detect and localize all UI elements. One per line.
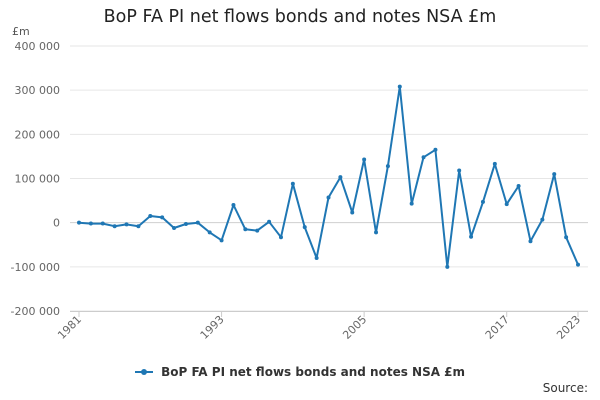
x-tick-label: 2005: [340, 313, 369, 342]
data-point: [195, 220, 200, 225]
data-point: [350, 210, 355, 215]
data-point: [160, 215, 165, 220]
data-point: [469, 234, 474, 239]
data-point: [231, 203, 236, 207]
data-point: [148, 214, 153, 219]
x-tick-label: 2017: [483, 313, 512, 342]
y-tick-label: 400 000: [15, 40, 61, 53]
data-point: [267, 219, 272, 224]
data-point: [326, 195, 331, 200]
y-tick-label: 200 000: [15, 128, 61, 141]
data-point: [207, 230, 212, 235]
source-label: Source:: [542, 381, 588, 395]
chart-title: BoP FA PI net flows bonds and notes NSA …: [103, 7, 497, 27]
legend-swatch: [134, 368, 153, 375]
data-point: [183, 221, 188, 226]
data-point: [516, 184, 521, 189]
data-point: [564, 235, 569, 240]
y-tick-label: 100 000: [15, 173, 61, 186]
data-point: [243, 227, 248, 232]
y-tick-label: -100 000: [11, 261, 60, 274]
data-point: [397, 84, 402, 89]
data-point: [172, 225, 177, 230]
x-tick-label: 2023: [554, 313, 583, 342]
data-point: [77, 220, 81, 225]
data-point: [255, 228, 260, 233]
data-point: [290, 181, 295, 186]
y-tick-label: -200 000: [11, 305, 60, 318]
data-point: [492, 161, 497, 166]
x-tick-label: 1993: [198, 313, 227, 342]
data-point: [421, 155, 426, 160]
data-point: [314, 256, 319, 260]
data-point: [504, 202, 509, 207]
data-point: [88, 221, 93, 226]
chart-legend[interactable]: BoP FA PI net flows bonds and notes NSA …: [0, 365, 600, 379]
data-point: [445, 264, 450, 269]
legend-label: BoP FA PI net flows bonds and notes NSA …: [161, 365, 466, 379]
data-point: [552, 172, 557, 177]
data-point: [528, 239, 533, 244]
series-line: [78, 85, 579, 268]
data-point: [136, 224, 141, 229]
data-point: [112, 224, 117, 229]
data-point: [302, 225, 307, 230]
data-point: [409, 201, 414, 206]
data-point: [219, 238, 224, 243]
data-point: [100, 221, 105, 226]
data-point: [374, 230, 379, 235]
data-point: [124, 222, 129, 227]
y-tick-label: 0: [53, 217, 60, 230]
data-point: [433, 147, 438, 152]
data-point: [385, 164, 390, 169]
y-axis-unit-label: £m: [12, 25, 30, 38]
legend-marker: [140, 368, 147, 375]
data-point: [576, 262, 580, 267]
y-tick-label: 300 000: [15, 84, 61, 97]
data-point: [457, 168, 462, 173]
data-point: [540, 217, 545, 222]
data-point: [362, 157, 367, 162]
data-point: [338, 175, 343, 180]
data-point: [480, 199, 485, 204]
data-point: [278, 235, 283, 240]
